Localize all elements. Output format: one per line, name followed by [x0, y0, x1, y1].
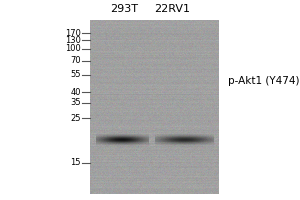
- Text: 40: 40: [70, 88, 81, 97]
- Text: 35: 35: [70, 98, 81, 107]
- Text: 22RV1: 22RV1: [154, 4, 190, 14]
- Text: 55: 55: [70, 70, 81, 79]
- Text: 130: 130: [65, 36, 81, 45]
- Text: p-Akt1 (Y474): p-Akt1 (Y474): [228, 76, 299, 86]
- Text: 25: 25: [70, 114, 81, 123]
- Text: 170: 170: [65, 29, 81, 38]
- Text: 70: 70: [70, 56, 81, 65]
- Text: 293T: 293T: [110, 4, 139, 14]
- Text: 15: 15: [70, 158, 81, 167]
- Text: 100: 100: [65, 44, 81, 53]
